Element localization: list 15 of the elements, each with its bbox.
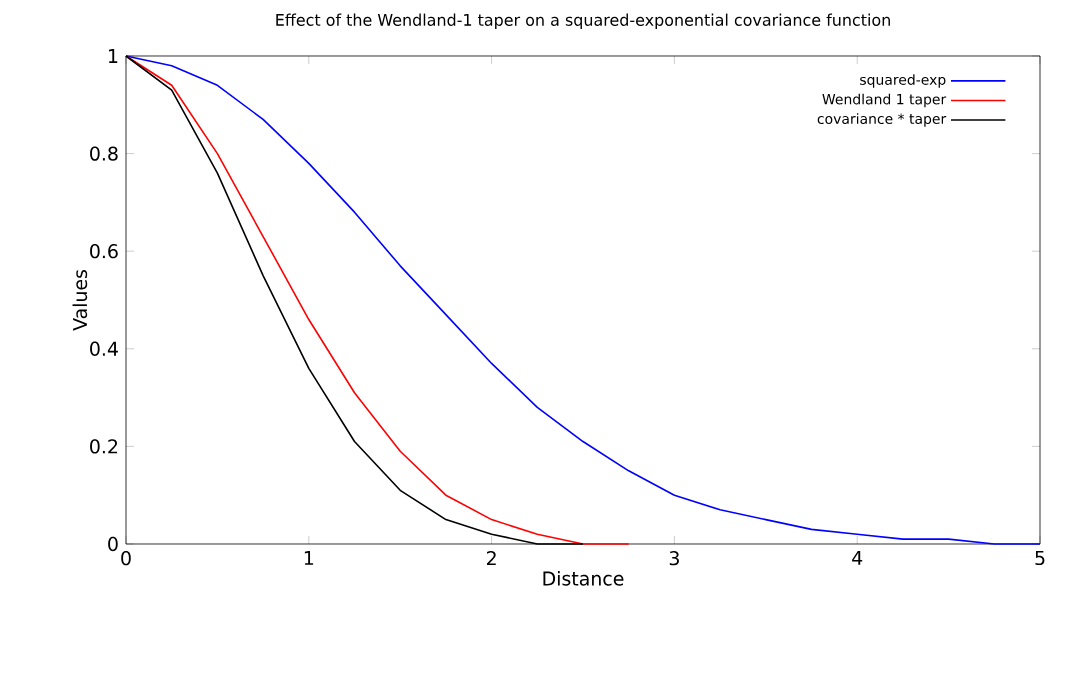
y-tick-label: 0.2	[90, 439, 118, 454]
y-tick-label: 0.6	[90, 244, 118, 259]
x-tick-label: 3	[669, 551, 679, 566]
x-tick-label: 4	[852, 551, 863, 565]
x-axis-title: Distance	[543, 571, 624, 586]
x-tick-label: 1	[304, 551, 314, 565]
x-tick-label: 2	[486, 551, 496, 566]
y-tick-label: 0.4	[90, 341, 118, 356]
y-tick-label: 1	[109, 49, 118, 63]
line-series	[125, 55, 1041, 545]
y-axis-title: Values	[72, 269, 88, 331]
y-tick-label: 0.8	[90, 146, 118, 161]
y-tick-label: 0	[108, 536, 118, 552]
x-tick-label: 0	[121, 551, 131, 566]
x-tick-label: 5	[1035, 551, 1045, 566]
